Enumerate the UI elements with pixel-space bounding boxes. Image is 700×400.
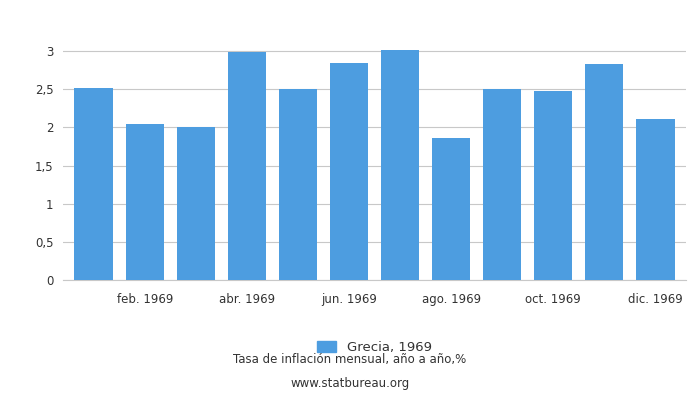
Bar bbox=[176, 127, 215, 280]
Text: Tasa de inflación mensual, año a año,%: Tasa de inflación mensual, año a año,% bbox=[233, 354, 467, 366]
Bar bbox=[125, 124, 164, 280]
Bar bbox=[74, 88, 113, 280]
Legend: Grecia, 1969: Grecia, 1969 bbox=[318, 341, 431, 354]
Bar bbox=[534, 91, 573, 280]
Bar bbox=[279, 89, 317, 280]
Bar bbox=[330, 63, 368, 280]
Bar bbox=[381, 50, 419, 280]
Text: www.statbureau.org: www.statbureau.org bbox=[290, 378, 410, 390]
Bar bbox=[636, 119, 675, 280]
Bar bbox=[228, 52, 266, 280]
Bar bbox=[432, 138, 470, 280]
Bar bbox=[585, 64, 624, 280]
Bar bbox=[483, 89, 522, 280]
